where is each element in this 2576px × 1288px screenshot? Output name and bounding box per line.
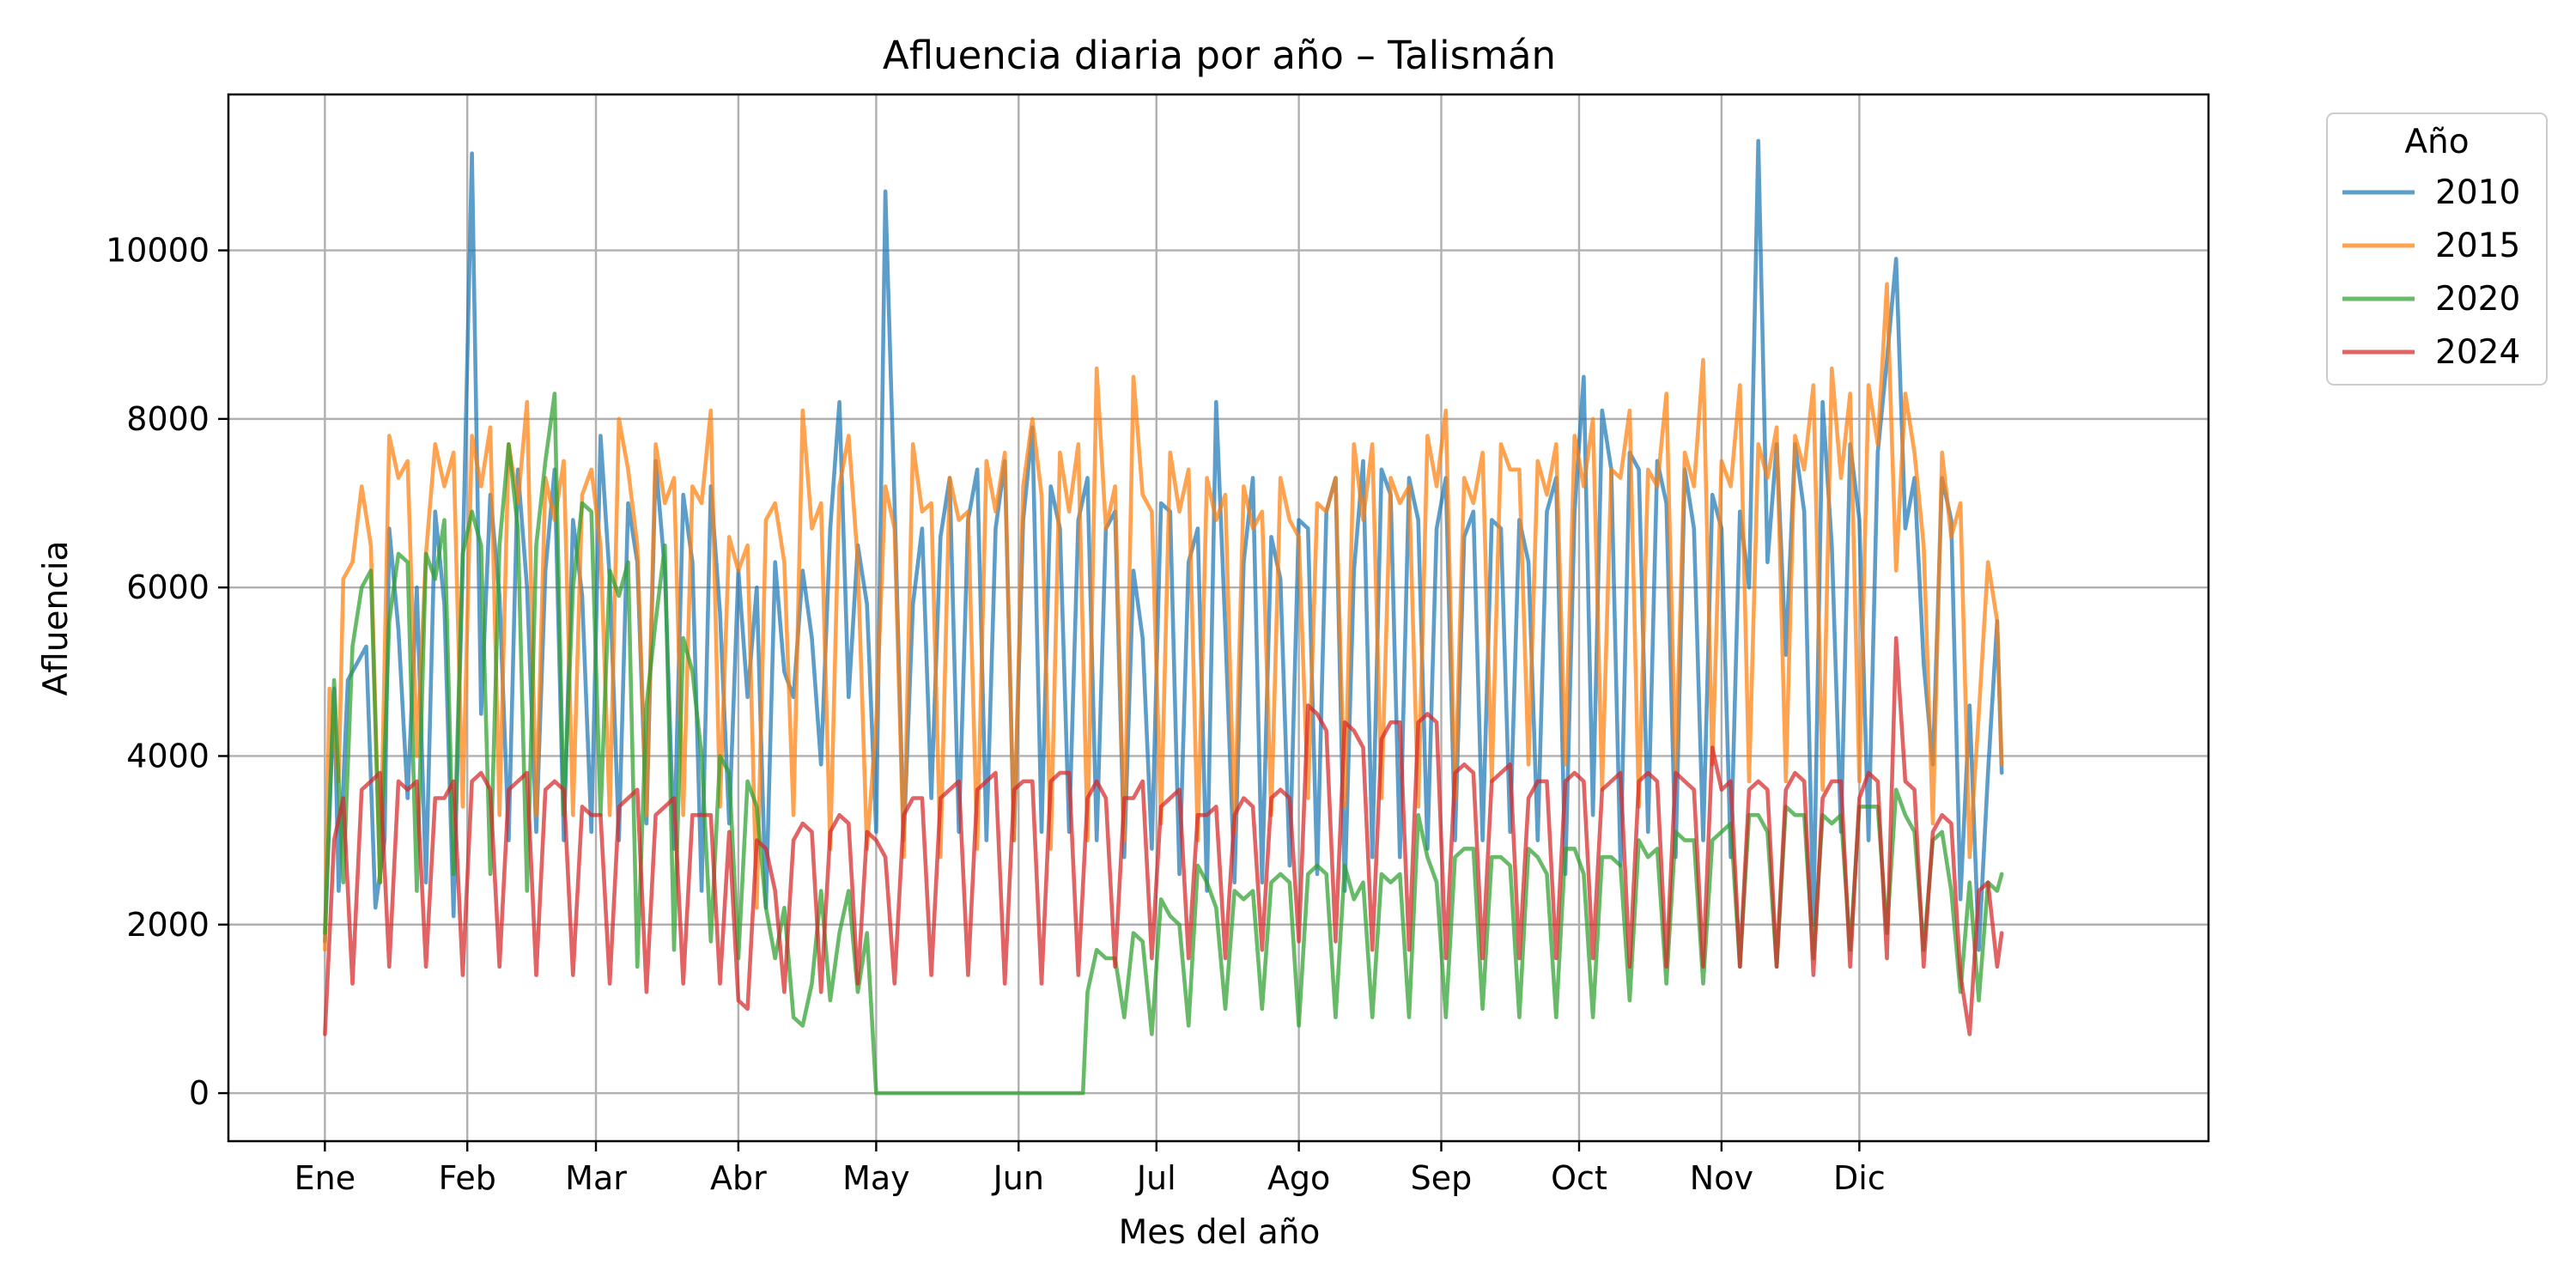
x-tick-label: Ene	[295, 1159, 355, 1197]
x-tick-label: Jul	[1135, 1159, 1176, 1197]
legend-box	[2326, 112, 2548, 386]
y-tick-label: 10000	[106, 232, 210, 270]
x-tick-label: Feb	[439, 1159, 496, 1197]
legend: Año 2010 2015 2020 2024	[2326, 112, 2548, 386]
x-tick-label: Abr	[710, 1159, 767, 1197]
series-line-2024	[323, 635, 2004, 1036]
legend-label-2015: 2015	[2435, 227, 2520, 265]
x-tick-label: Oct	[1551, 1159, 1607, 1197]
legend-label-2020: 2020	[2435, 280, 2520, 319]
x-tick-label: May	[842, 1159, 910, 1197]
series-lines	[323, 138, 2004, 1096]
y-tick-label: 0	[189, 1074, 210, 1112]
legend-items: 2010 2015 2020 2024	[2342, 173, 2520, 372]
x-tick-label: Jun	[992, 1159, 1044, 1197]
legend-label-2010: 2010	[2435, 173, 2520, 212]
legend-title: Año	[2404, 123, 2469, 161]
x-tick-label: Mar	[565, 1159, 627, 1197]
x-tick-label: Sep	[1411, 1159, 1473, 1197]
legend-label-2024: 2024	[2435, 333, 2520, 372]
series-line-2020	[323, 392, 2004, 1096]
y-tick-label: 6000	[126, 568, 210, 606]
series-line-2010	[323, 138, 2004, 952]
x-tick-label: Dic	[1833, 1159, 1886, 1197]
axis-ticks: Ene Feb Mar Abr May Jun Jul Ago Sep Oct Nov Dic 0 200…	[106, 232, 1886, 1197]
x-tick-label: Nov	[1690, 1159, 1753, 1197]
plot-frame	[227, 93, 2210, 1143]
y-tick-label: 2000	[126, 906, 210, 944]
x-axis-label: Mes del año	[1119, 1213, 1321, 1252]
y-axis-label: Afluencia	[37, 541, 76, 696]
x-tick-label: Ago	[1267, 1159, 1330, 1197]
chart-title: Afluencia diaria por año – Talismán	[883, 33, 1556, 78]
y-tick-label: 8000	[126, 400, 210, 438]
y-tick-label: 4000	[126, 737, 210, 775]
